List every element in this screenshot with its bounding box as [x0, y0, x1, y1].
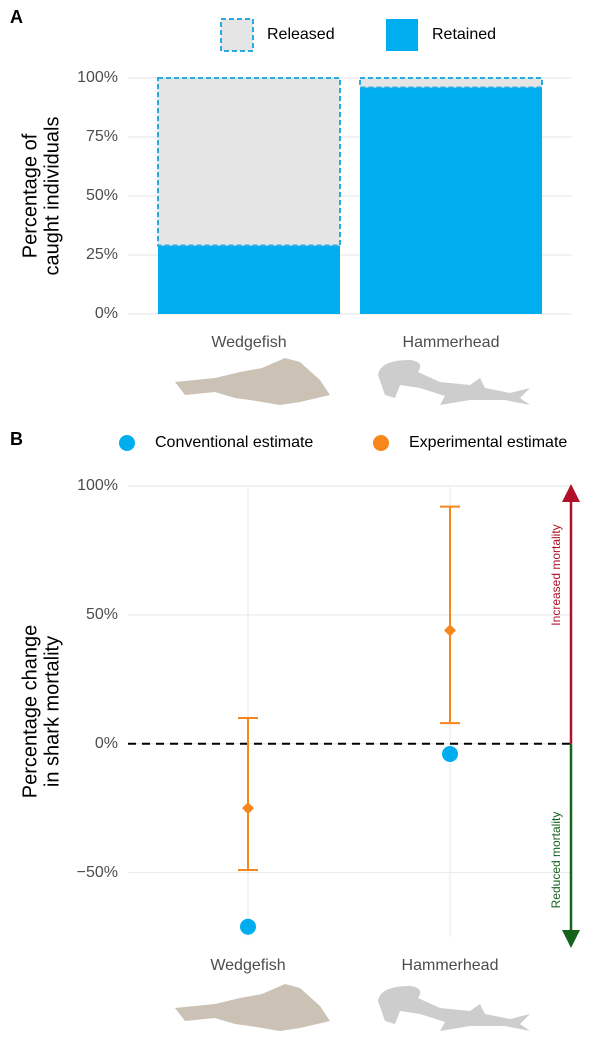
y-axis-label: Percentage change — [19, 625, 41, 798]
legend-label: Released — [267, 26, 335, 43]
point — [240, 919, 256, 935]
y-axis-label: Percentage of — [19, 133, 41, 258]
decrease-arrow-head — [562, 930, 580, 948]
hammerhead-silhouette — [378, 986, 530, 1031]
y-axis-label: caught individuals — [41, 117, 63, 276]
y-axis-label: in shark mortality — [41, 636, 63, 787]
panel-label: A — [10, 7, 23, 27]
x-tick-label: Wedgefish — [210, 957, 285, 974]
figure: A Percentage ofcaught individuals 0% 25% 50%… — [0, 0, 603, 1046]
x-tick-label: Wedgefish — [211, 334, 286, 351]
legend-label: Experimental estimate — [409, 434, 567, 451]
bar-segment — [158, 246, 340, 314]
bar-segment — [360, 78, 542, 87]
bar-segment — [158, 78, 340, 246]
legend-swatch — [119, 435, 135, 451]
increase-arrow-head — [562, 484, 580, 502]
x-tick-label: Hammerhead — [403, 334, 500, 351]
legend-swatch — [386, 19, 418, 51]
y-tick-label: 25% — [86, 246, 118, 263]
y-tick-label: 50% — [86, 606, 118, 623]
y-tick-label: −50% — [77, 864, 118, 881]
point — [444, 624, 456, 636]
annotation: Reduced mortality — [549, 812, 563, 909]
wedgefish-silhouette — [175, 984, 330, 1031]
y-tick-label: 75% — [86, 128, 118, 145]
point — [242, 802, 254, 814]
y-tick-label: 50% — [86, 187, 118, 204]
y-tick-label: 100% — [77, 69, 118, 86]
hammerhead-silhouette — [378, 360, 530, 405]
legend-swatch — [221, 19, 253, 51]
legend-label: Retained — [432, 26, 496, 43]
legend-swatch — [373, 435, 389, 451]
legend-label: Conventional estimate — [155, 434, 313, 451]
y-tick-label: 100% — [77, 477, 118, 494]
error-bar — [238, 718, 258, 870]
point — [442, 746, 458, 762]
annotation: Increased mortality — [549, 524, 563, 625]
bar-segment — [360, 87, 542, 314]
y-tick-label: 0% — [95, 305, 118, 322]
wedgefish-silhouette — [175, 358, 330, 405]
x-tick-label: Hammerhead — [402, 957, 499, 974]
panel-label: B — [10, 429, 23, 449]
y-tick-label: 0% — [95, 735, 118, 752]
